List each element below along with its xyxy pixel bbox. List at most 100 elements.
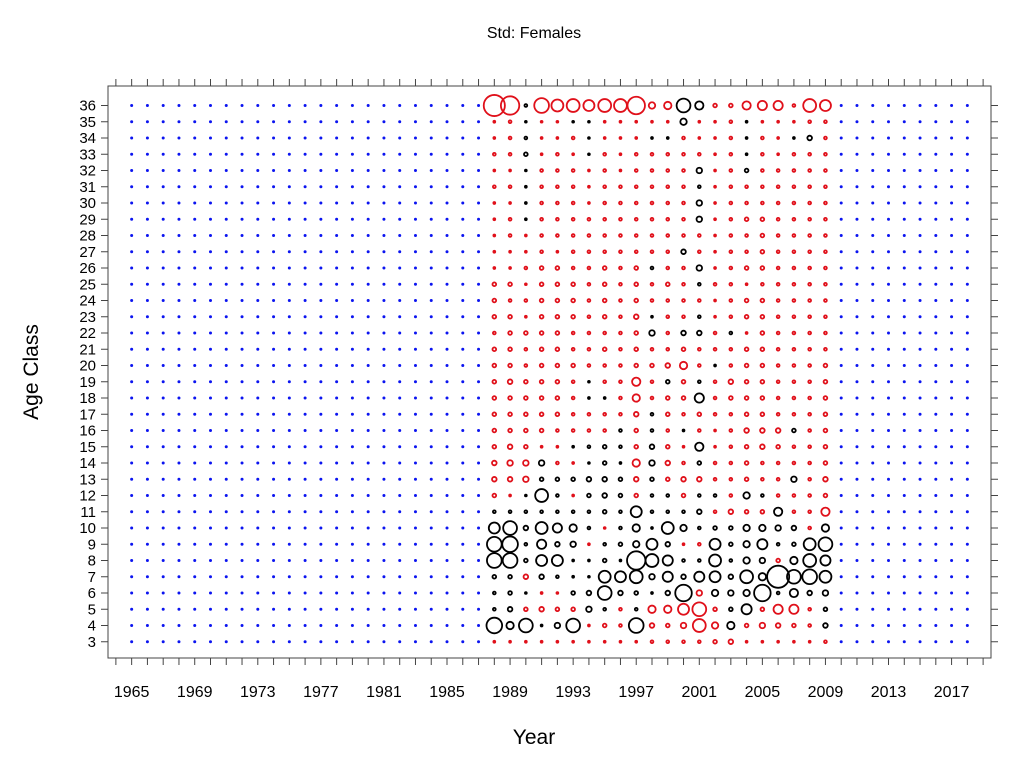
placeholder-point <box>240 364 244 367</box>
bubble-point <box>823 168 828 173</box>
placeholder-point <box>224 250 228 254</box>
placeholder-point <box>319 315 323 319</box>
placeholder-point <box>145 477 149 481</box>
placeholder-point <box>918 559 922 562</box>
placeholder-point <box>477 282 481 286</box>
bubble-point <box>565 617 581 634</box>
placeholder-point <box>130 510 134 514</box>
placeholder-point <box>256 429 260 432</box>
bubble-point <box>790 475 798 483</box>
placeholder-point <box>208 559 212 562</box>
placeholder-point <box>335 607 339 611</box>
placeholder-point <box>871 347 875 351</box>
placeholder-point <box>839 364 843 367</box>
placeholder-point <box>918 282 922 286</box>
placeholder-point <box>303 640 307 644</box>
placeholder-point <box>224 315 228 319</box>
bubble-point <box>633 411 640 418</box>
placeholder-point <box>366 461 370 465</box>
bubble-point <box>807 249 812 255</box>
placeholder-point <box>382 185 386 189</box>
placeholder-point <box>477 526 481 530</box>
placeholder-point <box>256 217 260 221</box>
placeholder-point <box>145 250 149 254</box>
placeholder-point <box>208 510 212 514</box>
placeholder-point <box>445 266 449 270</box>
y-tick-label: 30 <box>79 195 96 212</box>
placeholder-point <box>272 412 276 416</box>
bubble-point <box>681 558 686 563</box>
placeholder-point <box>445 234 449 237</box>
bubble-point <box>555 233 560 238</box>
placeholder-point <box>350 136 354 140</box>
bubble-point <box>741 100 752 111</box>
placeholder-point <box>398 185 402 189</box>
placeholder-point <box>461 266 465 270</box>
placeholder-point <box>965 136 969 140</box>
bubble-point <box>759 411 766 417</box>
placeholder-point <box>161 624 165 627</box>
bubble-point <box>807 298 812 303</box>
bubble-point <box>759 606 766 612</box>
bubble-point <box>586 444 592 450</box>
placeholder-point <box>918 104 922 107</box>
bubble-point <box>791 314 797 320</box>
bubble-point <box>728 102 734 109</box>
placeholder-point <box>871 461 875 465</box>
placeholder-point <box>161 607 165 611</box>
bubble-point <box>626 95 646 116</box>
placeholder-point <box>398 429 402 432</box>
placeholder-point <box>319 104 323 107</box>
bubble-point <box>743 297 750 304</box>
bubble-point <box>791 151 797 157</box>
placeholder-point <box>145 591 149 595</box>
bubble-point <box>597 98 613 113</box>
bubble-point <box>697 314 702 320</box>
placeholder-point <box>272 169 276 172</box>
placeholder-point <box>193 624 197 627</box>
placeholder-point <box>303 494 307 497</box>
placeholder-point <box>477 542 481 546</box>
placeholder-point <box>161 282 165 286</box>
bubble-point <box>631 393 641 403</box>
placeholder-point <box>950 364 954 367</box>
placeholder-point <box>145 120 149 124</box>
bubble-point <box>697 281 702 287</box>
bubble-point <box>807 119 812 125</box>
bubble-point <box>660 521 675 535</box>
placeholder-point <box>319 494 323 497</box>
placeholder-point <box>839 445 843 449</box>
placeholder-point <box>887 331 891 335</box>
bubble-point <box>555 493 560 498</box>
bubble-point <box>554 411 561 417</box>
placeholder-point <box>208 234 212 237</box>
bubble-point <box>727 589 735 597</box>
placeholder-point <box>366 136 370 140</box>
bubble-point <box>728 460 734 466</box>
placeholder-point <box>193 331 197 335</box>
placeholder-point <box>319 396 323 400</box>
placeholder-point <box>350 364 354 367</box>
placeholder-point <box>429 429 433 432</box>
placeholder-point <box>208 477 212 481</box>
placeholder-point <box>477 591 481 595</box>
bubble-point <box>645 537 659 551</box>
bubble-point <box>786 568 802 585</box>
bubble-point <box>587 119 591 124</box>
bubble-point <box>712 281 718 287</box>
bubble-point <box>728 525 734 531</box>
bubble-point <box>712 346 718 352</box>
placeholder-point <box>934 104 938 107</box>
placeholder-point <box>918 526 922 530</box>
y-tick-label: 32 <box>79 163 96 180</box>
placeholder-point <box>445 331 449 335</box>
placeholder-point <box>256 234 260 237</box>
bubble-point <box>601 281 608 287</box>
placeholder-point <box>177 282 181 286</box>
placeholder-point <box>303 591 307 595</box>
bubble-point <box>823 265 828 271</box>
x-axis-label: Year <box>513 726 555 749</box>
placeholder-point <box>256 380 260 384</box>
placeholder-point <box>161 445 165 449</box>
placeholder-point <box>224 185 228 189</box>
